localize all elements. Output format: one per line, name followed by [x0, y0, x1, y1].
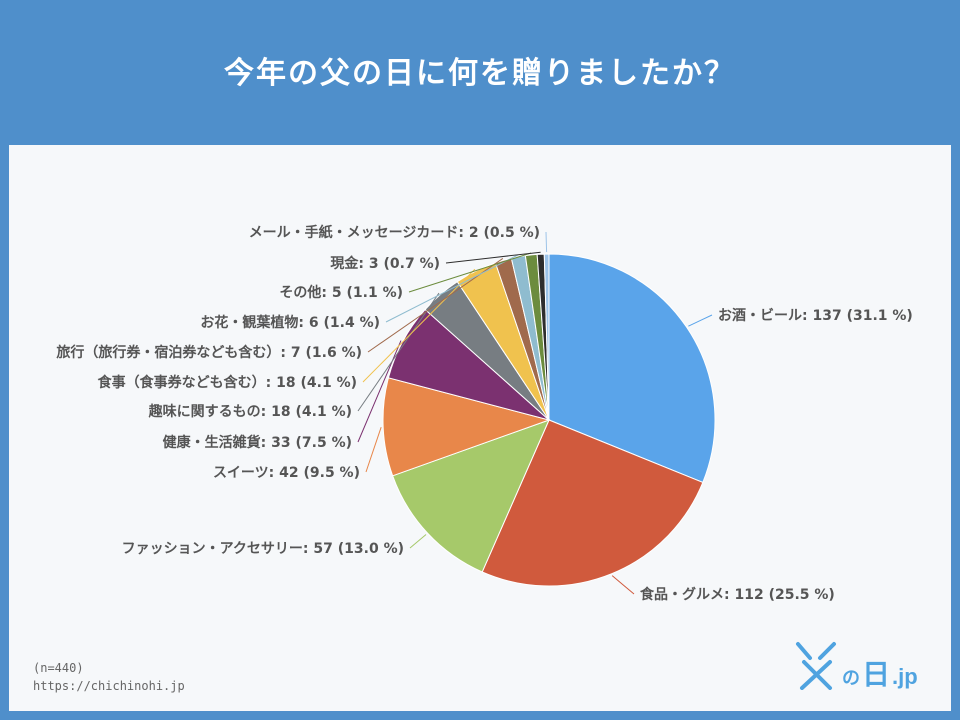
slice-label: お花・観葉植物: 6 (1.4 %) — [200, 314, 380, 331]
slice-label: 趣味に関するもの: 18 (4.1 %) — [148, 403, 352, 420]
slice-label: スイーツ: 42 (9.5 %) — [213, 465, 360, 481]
chichinohi-logo: の 日 .jp — [796, 642, 918, 690]
slice-label: 旅行（旅行券・宿泊券なども含む）: 7 (1.6 %) — [56, 344, 362, 361]
leader-line — [445, 251, 541, 264]
leader-line — [362, 268, 476, 383]
leader-line — [365, 427, 382, 473]
page-title: 今年の父の日に何を贈りましたか？ — [224, 56, 736, 91]
pie-slice — [382, 377, 551, 477]
header-bar: 今年の父の日に何を贈りましたか？ — [0, 0, 960, 145]
slice-label: 食事（食事券なども含む）: 18 (4.1 %) — [98, 374, 357, 391]
logo-jp-text: .jp — [892, 664, 918, 689]
slice-label: お酒・ビール: 137 (31.1 %) — [718, 308, 913, 324]
slice-label: 食品・グルメ: 112 (25.5 %) — [640, 586, 835, 603]
sample-size-note: (n=440) — [33, 661, 84, 675]
logo-no-glyph: の — [842, 668, 860, 688]
slice-label: 現金: 3 (0.7 %) — [330, 255, 440, 272]
leader-line — [409, 534, 427, 549]
pie-slice — [543, 253, 550, 421]
slice-label: ファッション・アクセサリー: 57 (13.0 %) — [122, 541, 404, 557]
pie-slice — [548, 253, 716, 484]
pie-slice — [481, 419, 704, 587]
leader-line — [611, 575, 635, 595]
slice-label: 健康・生活雑貨: 33 (7.5 %) — [163, 434, 352, 451]
leader-line — [408, 252, 532, 293]
leader-line — [688, 314, 713, 327]
source-url: https://chichinohi.jp — [33, 679, 185, 693]
leader-line — [357, 340, 402, 443]
slice-label: メール・手紙・メッセージカード: 2 (0.5 %) — [249, 224, 540, 241]
slice-label: その他: 5 (1.1 %) — [279, 284, 403, 301]
pie-slice — [392, 419, 550, 573]
logo-hi-glyph: 日 — [862, 659, 890, 690]
leader-line — [545, 231, 548, 253]
leader-line — [385, 254, 519, 323]
